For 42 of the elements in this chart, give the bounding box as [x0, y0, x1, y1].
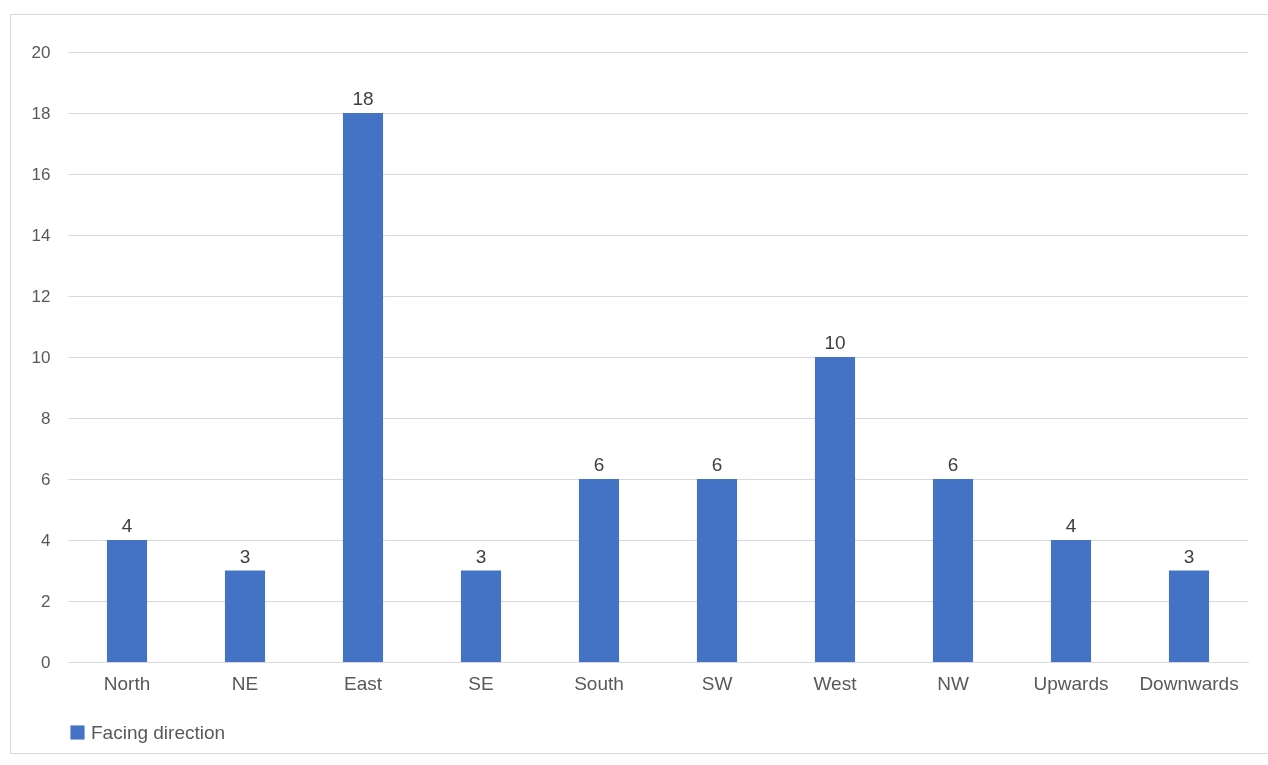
x-tick-label: West [813, 672, 858, 694]
x-tick-label: Downwards [1139, 672, 1239, 694]
x-tick-label: South [574, 672, 624, 694]
bar [106, 540, 148, 662]
y-tick-label: 20 [31, 42, 51, 62]
bar [1168, 570, 1210, 662]
data-label: 18 [352, 88, 374, 109]
legend-label: Facing direction [91, 721, 226, 743]
x-tick-label: Upwards [1033, 672, 1109, 694]
x-tick-label: NE [231, 672, 259, 694]
x-tick-label: NW [937, 672, 969, 694]
bar [342, 113, 384, 662]
data-label: 3 [239, 545, 251, 567]
y-tick-label: 8 [41, 408, 51, 428]
x-tick-label: SE [468, 672, 494, 694]
data-label: 6 [711, 454, 723, 475]
y-tick-label: 6 [41, 469, 51, 489]
bar [814, 357, 856, 662]
bar [696, 479, 738, 662]
x-tick-label: SW [701, 672, 733, 694]
y-tick-label: 12 [31, 286, 51, 306]
data-label: 6 [593, 454, 605, 475]
data-label: 3 [1183, 545, 1195, 567]
data-label: 4 [1065, 515, 1077, 536]
y-tick-label: 0 [41, 652, 51, 672]
data-label: 4 [121, 515, 133, 536]
bar [932, 479, 974, 662]
y-tick-label: 4 [41, 530, 51, 550]
y-tick-label: 16 [31, 164, 51, 184]
bar [460, 570, 502, 662]
y-tick-label: 10 [31, 347, 51, 367]
bar [1050, 540, 1092, 662]
data-label: 3 [475, 545, 487, 567]
bar [578, 479, 620, 662]
x-tick-label: East [343, 672, 383, 694]
y-tick-label: 14 [31, 225, 51, 245]
data-label: 6 [947, 454, 959, 475]
y-tick-label: 2 [41, 591, 51, 611]
bar [224, 570, 266, 662]
data-label: 10 [824, 332, 846, 353]
x-tick-label: North [103, 672, 151, 694]
y-tick-label: 18 [31, 103, 51, 123]
